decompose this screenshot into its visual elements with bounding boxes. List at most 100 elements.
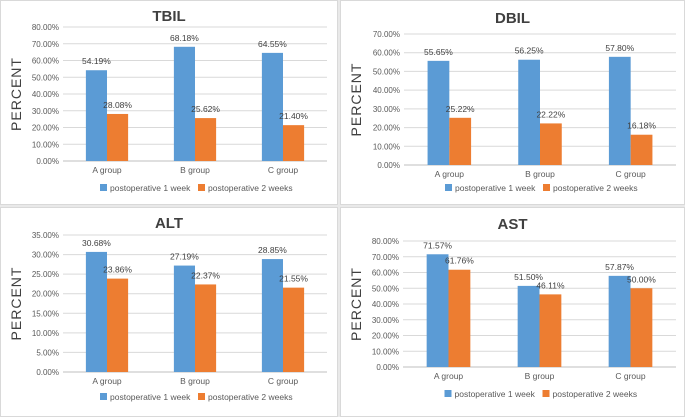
- bar-week1-b-group: [173, 46, 195, 161]
- chart-title: ALT: [155, 215, 183, 232]
- data-label: 16.18%: [627, 121, 656, 131]
- bar-week1-b-group: [518, 59, 540, 165]
- legend-label: postoperative 1 week: [110, 183, 191, 193]
- bar-week2-b-group: [195, 284, 217, 372]
- category-label: B group: [180, 376, 210, 386]
- y-tick-label: 10.00%: [373, 142, 400, 151]
- y-tick-label: 30.00%: [373, 105, 400, 114]
- legend-swatch-week1: [445, 184, 452, 191]
- bar-week1-c-group: [608, 275, 631, 367]
- data-label: 22.22%: [536, 109, 565, 119]
- y-tick-label: 5.00%: [36, 348, 59, 357]
- bar-week2-b-group: [195, 118, 217, 161]
- bar-week2-c-group: [630, 134, 653, 165]
- bar-week2-a-group: [107, 113, 129, 161]
- legend-swatch-week1: [444, 390, 452, 397]
- bar-week1-a-group: [427, 60, 450, 166]
- legend-label: postoperative 1 week: [455, 183, 536, 193]
- chart-alt: ALT PERCENT 0.00% 5.00% 10.00% 15.00% 20.00% 25…: [8, 215, 327, 402]
- y-tick-label: 35.00%: [32, 231, 59, 240]
- bar-week2-a-group: [107, 278, 129, 372]
- bar-week2-b-group: [539, 294, 562, 367]
- data-label: 23.86%: [103, 265, 132, 275]
- data-label: 68.18%: [170, 33, 199, 43]
- legend-swatch-week2: [198, 184, 205, 191]
- y-axis-label: PERCENT: [8, 267, 24, 341]
- chart-title: TBIL: [152, 8, 185, 25]
- category-label: B group: [180, 165, 210, 175]
- category-label: A group: [435, 169, 465, 179]
- chart-title: AST: [498, 216, 528, 233]
- y-tick-label: 60.00%: [373, 49, 400, 58]
- chart-panel-tbil: TBIL PERCENT 0.00% 10.00% 20.00% 30.00% 40.00%…: [0, 0, 338, 205]
- bar-week1-c-group: [608, 56, 631, 165]
- data-label: 28.85%: [258, 245, 287, 255]
- legend-swatch-week2: [198, 393, 205, 400]
- legend-label: postoperative 2 weeks: [553, 389, 638, 399]
- y-tick-label: 30.00%: [32, 251, 59, 260]
- bar-week2-b-group: [540, 123, 562, 165]
- bar-week2-c-group: [630, 288, 653, 367]
- data-label: 28.08%: [103, 100, 132, 110]
- category-label: A group: [434, 371, 464, 381]
- chart-panel-alt: ALT PERCENT 0.00% 5.00% 10.00% 15.00% 20.00% 25…: [0, 207, 338, 417]
- legend-swatch-week1: [100, 184, 107, 191]
- chart-ast: AST PERCENT 0.00% 10.00% 20.00% 30.00% 40.00% 5…: [348, 216, 676, 399]
- legend-swatch-week2: [542, 390, 550, 397]
- y-axis-label: PERCENT: [348, 267, 364, 341]
- category-label: C group: [268, 165, 299, 175]
- y-tick-label: 10.00%: [32, 329, 59, 338]
- y-tick-label: 20.00%: [32, 290, 59, 299]
- y-tick-label: 20.00%: [32, 124, 59, 133]
- y-tick-label: 0.00%: [36, 368, 59, 377]
- data-label: 55.65%: [424, 47, 453, 57]
- legend-label: postoperative 1 week: [110, 392, 191, 402]
- data-label: 25.22%: [446, 104, 475, 114]
- legend-label: postoperative 1 week: [455, 389, 536, 399]
- bar-week1-a-group: [426, 254, 449, 367]
- bar-week2-c-group: [283, 125, 305, 161]
- chart-panel-ast: AST PERCENT 0.00% 10.00% 20.00% 30.00% 40.00% 5…: [340, 207, 685, 417]
- data-label: 51.50%: [514, 272, 543, 282]
- legend-label: postoperative 2 weeks: [208, 392, 293, 402]
- y-tick-label: 60.00%: [32, 57, 59, 66]
- y-tick-label: 50.00%: [32, 73, 59, 82]
- y-tick-label: 15.00%: [32, 309, 59, 318]
- y-tick-label: 20.00%: [373, 124, 400, 133]
- category-label: C group: [268, 376, 299, 386]
- y-tick-label: 0.00%: [377, 161, 400, 170]
- y-tick-label: 10.00%: [32, 140, 59, 149]
- legend-label: postoperative 2 weeks: [553, 183, 638, 193]
- bar-week1-b-group: [517, 285, 540, 367]
- data-label: 57.87%: [605, 262, 634, 272]
- y-tick-label: 10.00%: [372, 347, 399, 356]
- data-label: 21.40%: [279, 111, 308, 121]
- data-label: 21.55%: [279, 274, 308, 284]
- data-label: 56.25%: [515, 46, 544, 56]
- data-label: 30.68%: [82, 238, 111, 248]
- data-label: 25.62%: [191, 104, 220, 114]
- category-label: A group: [92, 376, 122, 386]
- bar-week1-a-group: [85, 251, 107, 372]
- category-label: C group: [615, 371, 646, 381]
- y-tick-label: 0.00%: [376, 363, 399, 372]
- category-label: B group: [525, 169, 555, 179]
- y-tick-label: 60.00%: [372, 269, 399, 278]
- legend-label: postoperative 2 weeks: [208, 183, 293, 193]
- y-tick-label: 70.00%: [372, 253, 399, 262]
- data-label: 57.80%: [605, 43, 634, 53]
- data-label: 50.00%: [627, 274, 656, 284]
- legend-swatch-week1: [100, 393, 107, 400]
- data-label: 27.19%: [170, 252, 199, 262]
- data-label: 46.11%: [536, 280, 565, 290]
- chart-dbil: DBIL PERCENT 0.00% 10.00% 20.00% 30.00% 40.00%…: [348, 10, 676, 193]
- y-tick-label: 40.00%: [373, 86, 400, 95]
- bar-week2-a-group: [449, 117, 472, 165]
- bar-week1-c-group: [261, 52, 283, 161]
- y-tick-label: 80.00%: [372, 237, 399, 246]
- y-tick-label: 25.00%: [32, 270, 59, 279]
- y-tick-label: 20.00%: [372, 332, 399, 341]
- y-tick-label: 70.00%: [32, 40, 59, 49]
- y-tick-label: 70.00%: [373, 30, 400, 39]
- chart-tbil: TBIL PERCENT 0.00% 10.00% 20.00% 30.00% 40.00%…: [8, 8, 327, 193]
